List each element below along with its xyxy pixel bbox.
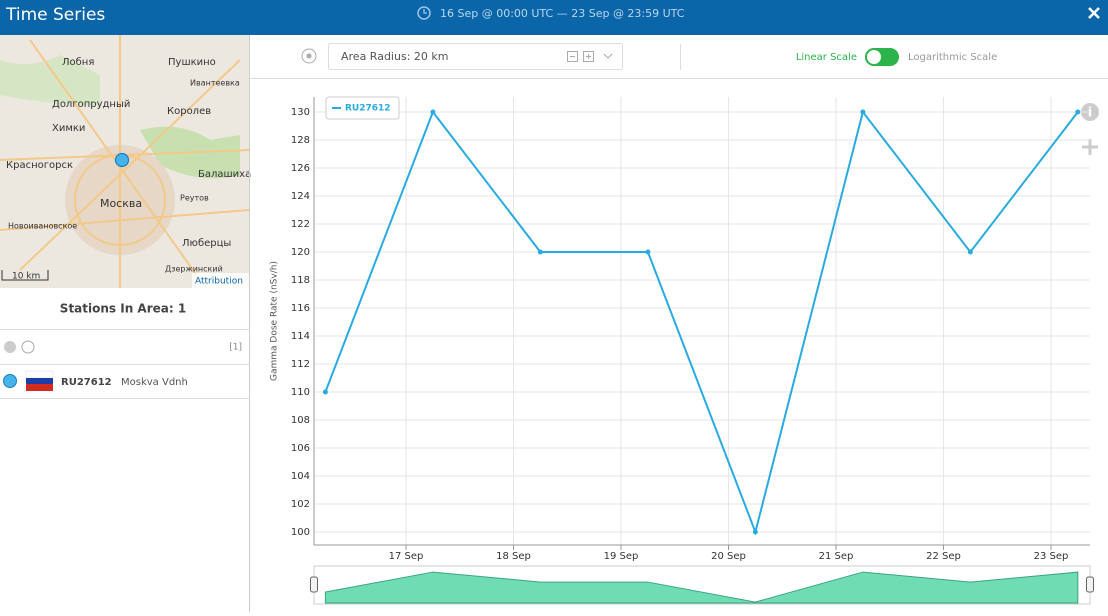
data-point: [1075, 109, 1081, 115]
x-tick-label: 20 Sep: [711, 551, 746, 562]
data-point: [752, 529, 758, 535]
y-tick-label: 100: [291, 527, 310, 538]
map-label: Балашиха: [198, 169, 251, 180]
series-line: [324, 109, 1079, 536]
header-bar: [0, 0, 1108, 35]
y-tick-label: 104: [291, 471, 310, 482]
map-label: Лобня: [62, 57, 94, 68]
linear-scale-label[interactable]: Linear Scale: [796, 52, 857, 63]
y-tick-label: 114: [291, 331, 310, 342]
map[interactable]: Лобня Пушкино Ивантеевка Долгопрудный Ко…: [0, 35, 251, 288]
select-none[interactable]: [21, 340, 35, 354]
plus-icon: [586, 54, 591, 59]
select-all[interactable]: [4, 341, 16, 353]
legend-label: RU27612: [345, 104, 391, 114]
minus-button[interactable]: [567, 51, 578, 62]
data-point: [645, 249, 651, 255]
station-row[interactable]: RU27612 Moskva Vdnh: [3, 370, 188, 391]
time-range: 16 Sep @ 00:00 UTC — 23 Sep @ 23:59 UTC: [440, 7, 685, 20]
attribution-bg: [192, 273, 249, 288]
clock-hands: [423, 9, 427, 14]
x-tick-label: 22 Sep: [926, 551, 961, 562]
chart: 100 102 104 106 108 110 112 114 116 118 120 122 124 1…: [270, 96, 1094, 605]
y-tick-label: 112: [291, 359, 310, 370]
flag-white: [25, 370, 54, 379]
y-axis-label: Gamma Dose Rate (nSv/h): [270, 261, 280, 381]
x-tick-label: 21 Sep: [819, 551, 854, 562]
y-tick-label: 120: [291, 247, 310, 258]
scale-switch-knob: [867, 50, 881, 64]
map-scale: 10 km: [12, 272, 40, 282]
x-tick-label: 23 Sep: [1034, 551, 1069, 562]
map-label: Долгопрудный: [52, 99, 130, 110]
x-tick-label: 18 Sep: [496, 551, 531, 562]
flag-blue: [26, 378, 53, 384]
y-tick-label: 122: [291, 219, 310, 230]
map-label: Химки: [52, 123, 85, 134]
y-tick-label: 130: [291, 107, 310, 118]
map-label: Реутов: [180, 194, 209, 203]
x-tick-label: 17 Sep: [389, 551, 424, 562]
header-title: Time Series: [5, 5, 105, 25]
data-point: [537, 249, 543, 255]
data-point: [322, 389, 328, 395]
map-scale-bar: [1, 270, 49, 281]
add-button[interactable]: [1082, 139, 1098, 155]
attribution[interactable]: Attribution: [195, 277, 243, 287]
map-label: Новоивановское: [8, 222, 77, 231]
map-label: Москва: [100, 197, 142, 210]
station-count: [1]: [229, 343, 242, 353]
clock-icon: [417, 6, 431, 20]
map-label: Королев: [167, 106, 211, 117]
station-dot: [3, 374, 17, 388]
station-name: Moskva Vdnh: [121, 377, 188, 388]
radius-toggle-dot: [306, 53, 312, 59]
legend-box: [325, 96, 400, 120]
y-tick-label: 124: [291, 191, 310, 202]
y-tick-label: 106: [291, 443, 310, 454]
radius-select[interactable]: [328, 43, 623, 70]
data-point: [430, 109, 436, 115]
close-button[interactable]: [1088, 7, 1100, 19]
station-marker[interactable]: [114, 152, 130, 168]
y-tick-label: 102: [291, 499, 310, 510]
plus-button[interactable]: [583, 51, 594, 62]
map-park: [0, 55, 100, 105]
navigator-handle[interactable]: [1086, 576, 1094, 593]
y-tick-label: 116: [291, 303, 310, 314]
map-label: Пушкино: [168, 57, 216, 68]
map-label: Ивантеевка: [190, 79, 240, 88]
x-tick-label: 19 Sep: [604, 551, 639, 562]
station-id: RU27612: [61, 377, 112, 388]
data-point: [967, 249, 973, 255]
flag-red: [26, 384, 53, 391]
radius-label: Area Radius: 20 km: [341, 50, 448, 63]
y-tick-label: 118: [291, 275, 310, 286]
log-scale-label[interactable]: Logarithmic Scale: [908, 52, 997, 63]
y-tick-label: 126: [291, 163, 310, 174]
map-label: Дзержинский: [165, 265, 223, 274]
navigator-handle[interactable]: [310, 576, 318, 593]
map-label: Красногорск: [6, 160, 73, 171]
y-tick-label: 108: [291, 415, 310, 426]
stations-title: Stations In Area: 1: [60, 302, 186, 316]
dropdown-arrow: [603, 53, 613, 59]
data-point: [860, 109, 866, 115]
navigator-area: [324, 571, 1079, 604]
y-tick-label: 128: [291, 135, 310, 146]
map-label: Люберцы: [182, 238, 231, 249]
y-tick-label: 110: [291, 387, 310, 398]
info-icon: i: [1088, 106, 1092, 121]
